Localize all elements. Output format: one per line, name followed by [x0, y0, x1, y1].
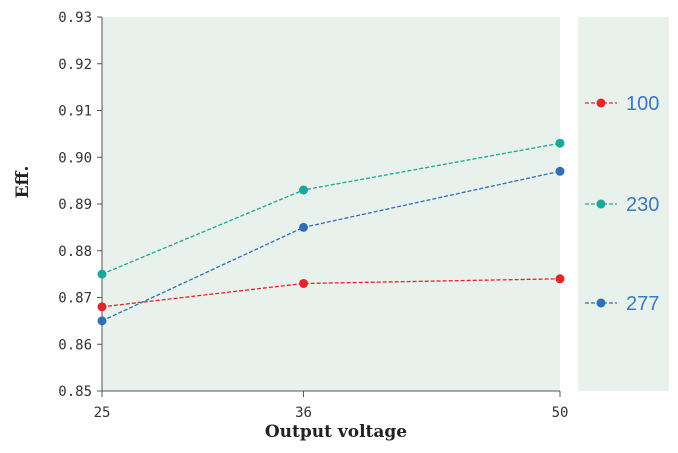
- legend-label: 230: [626, 194, 659, 216]
- legend: 100 230 277: [585, 93, 659, 315]
- legend-item-277: 277: [585, 293, 659, 315]
- series-line-100: [101, 278, 561, 308]
- data-point-100: [97, 302, 107, 312]
- y-tick-label: 0.92: [58, 57, 92, 73]
- data-point-230: [97, 269, 107, 279]
- legend-label: 100: [626, 93, 659, 115]
- plot-area: [102, 17, 560, 391]
- x-axis-title: Output voltage: [265, 422, 407, 442]
- series-100: [97, 274, 565, 312]
- y-tick-label: 0.93: [58, 10, 92, 26]
- y-tick-label: 0.91: [58, 104, 92, 120]
- x-tick-label: 25: [94, 405, 111, 421]
- data-point-277: [97, 316, 107, 326]
- series-230: [97, 138, 565, 279]
- data-point-230: [299, 185, 309, 195]
- y-tick-label: 0.88: [58, 244, 92, 260]
- y-axis-ticks: 0.85 0.86 0.87 0.88 0.89 0.90 0.91 0.92 0.93: [58, 10, 102, 400]
- y-tick-label: 0.90: [58, 150, 92, 166]
- legend-marker: [596, 98, 606, 108]
- y-axis-title: Eff.: [13, 166, 33, 199]
- series-277: [97, 166, 565, 326]
- x-axis-ticks: 25 36 50: [94, 391, 569, 421]
- legend-marker: [596, 298, 606, 308]
- y-tick-label: 0.85: [58, 384, 92, 400]
- y-tick-label: 0.89: [58, 197, 92, 213]
- legend-label: 277: [626, 293, 659, 315]
- data-point-277: [299, 222, 309, 232]
- legend-item-230: 230: [585, 194, 659, 216]
- legend-marker: [596, 199, 606, 209]
- data-point-100: [555, 274, 565, 284]
- x-tick-label: 50: [552, 405, 569, 421]
- y-tick-label: 0.86: [58, 337, 92, 353]
- x-tick-label: 36: [295, 405, 312, 421]
- data-point-230: [555, 138, 565, 148]
- y-tick-label: 0.87: [58, 291, 92, 307]
- data-point-100: [299, 278, 309, 288]
- series-layer: [97, 138, 565, 326]
- legend-item-100: 100: [585, 93, 659, 115]
- data-point-277: [555, 166, 565, 176]
